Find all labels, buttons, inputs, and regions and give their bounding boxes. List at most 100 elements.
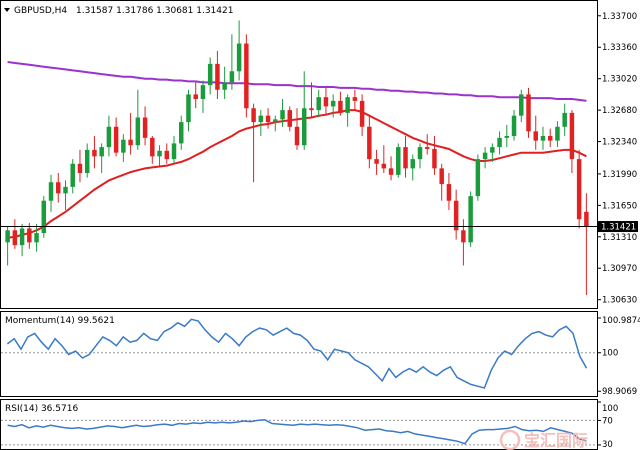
candle-51 [374, 149, 379, 175]
momentum-tick-label-1: 100 [602, 349, 618, 359]
candle-43 [316, 89, 321, 118]
candle-36 [265, 108, 271, 129]
candle-body [345, 97, 350, 113]
price-tick-label-3: 1.32680 [602, 106, 637, 116]
candle-23 [171, 136, 177, 164]
candle-76 [555, 121, 560, 148]
candle-body [70, 163, 75, 187]
candle-body [48, 182, 54, 201]
candle-body [186, 94, 191, 123]
candle-5 [41, 196, 47, 238]
main-panel: GBPUSD,H4 1.31587 1.31786 1.30681 1.3142… [0, 0, 598, 309]
candle-body [236, 43, 242, 72]
candle-body [424, 147, 430, 149]
candle-47 [345, 94, 350, 127]
candle-body [461, 230, 466, 243]
candle-14 [106, 115, 112, 157]
candle-54 [396, 143, 401, 178]
candle-body [439, 168, 444, 185]
momentum-panel: Momentum(14) 99.5621 100.9874 100 98.9069 [0, 311, 640, 397]
price-tick-label-8: 1.30970 [602, 264, 637, 274]
rsi-panel: RSI(14) 36.5716 100 70 30 [0, 399, 618, 450]
candle-60 [439, 163, 444, 201]
candle-body [338, 100, 343, 113]
candle-65 [475, 154, 481, 201]
candle-body [77, 163, 83, 173]
rsi-label: RSI(14) 36.5716 [5, 404, 78, 414]
candle-body [519, 94, 524, 116]
candle-12 [92, 136, 97, 169]
candle-79 [576, 149, 582, 229]
candle-22 [164, 143, 170, 164]
candle-16 [121, 134, 126, 162]
momentum-path [6, 318, 588, 389]
dropdown-triangle-icon[interactable] [4, 8, 10, 12]
candle-59 [432, 136, 437, 175]
candle-body [157, 150, 162, 157]
candle-0 [5, 226, 10, 266]
candle-body [200, 85, 206, 100]
price-tick-label-2: 1.33020 [602, 75, 637, 85]
candle-38 [280, 99, 285, 127]
candle-body [207, 63, 213, 86]
price-tick-label-4: 1.32340 [602, 138, 637, 148]
price-tick-label-0: 1.33700 [602, 12, 637, 22]
candle-8 [63, 180, 68, 210]
candle-74 [540, 126, 546, 150]
candle-body [352, 97, 358, 101]
candle-body [12, 230, 18, 246]
rsi-tick-label-1: 70 [602, 416, 613, 426]
rsi-tick-label-2: 30 [602, 440, 613, 450]
candle-25 [186, 89, 191, 132]
candle-35 [258, 110, 264, 137]
candle-body [34, 233, 39, 243]
candle-45 [330, 94, 336, 118]
candle-3 [27, 222, 32, 249]
candle-body [526, 94, 531, 132]
candle-body [99, 147, 104, 157]
candle-body [113, 126, 119, 153]
candle-11 [84, 143, 90, 178]
momentum-tick-label-0: 100.9874 [602, 316, 640, 326]
candle-24 [179, 115, 184, 150]
rsi-grid [1, 419, 597, 446]
candle-body [497, 137, 502, 148]
candle-body [547, 136, 553, 141]
candle-46 [338, 91, 343, 116]
candle-13 [99, 143, 104, 173]
candle-body [258, 115, 264, 123]
candle-53 [388, 156, 394, 181]
candle-61 [446, 172, 452, 210]
symbol-label: GBPUSD,H4 [14, 6, 67, 16]
watermark-text: 宝汇国际 [524, 431, 588, 450]
current-price-tag-box [598, 221, 638, 233]
candle-57 [417, 143, 423, 169]
price-tick-label-7: 1.31310 [602, 233, 637, 243]
candle-49 [359, 94, 365, 137]
candle-30 [222, 66, 227, 100]
main-panel-frame [0, 0, 598, 309]
candle-body [323, 97, 329, 107]
candle-21 [157, 145, 162, 166]
candle-26 [193, 82, 198, 109]
candle-body [56, 182, 61, 194]
candle-28 [207, 57, 213, 95]
candle-56 [410, 154, 415, 181]
candle-20 [150, 136, 155, 164]
current-price-tag-text: 1.31421 [601, 223, 636, 233]
candle-body [27, 228, 32, 243]
candle-body [490, 147, 495, 153]
candle-body [381, 163, 387, 169]
candle-body [555, 126, 560, 141]
candle-33 [244, 34, 249, 118]
candle-body [222, 82, 227, 90]
candle-4 [34, 223, 39, 252]
candle-body [244, 43, 249, 109]
candle-body [142, 117, 148, 138]
candle-body [5, 230, 10, 243]
candle-15 [113, 117, 119, 157]
candle-6 [48, 174, 54, 212]
candle-71 [519, 89, 524, 123]
candle-67 [490, 143, 495, 162]
candle-39 [287, 106, 293, 132]
